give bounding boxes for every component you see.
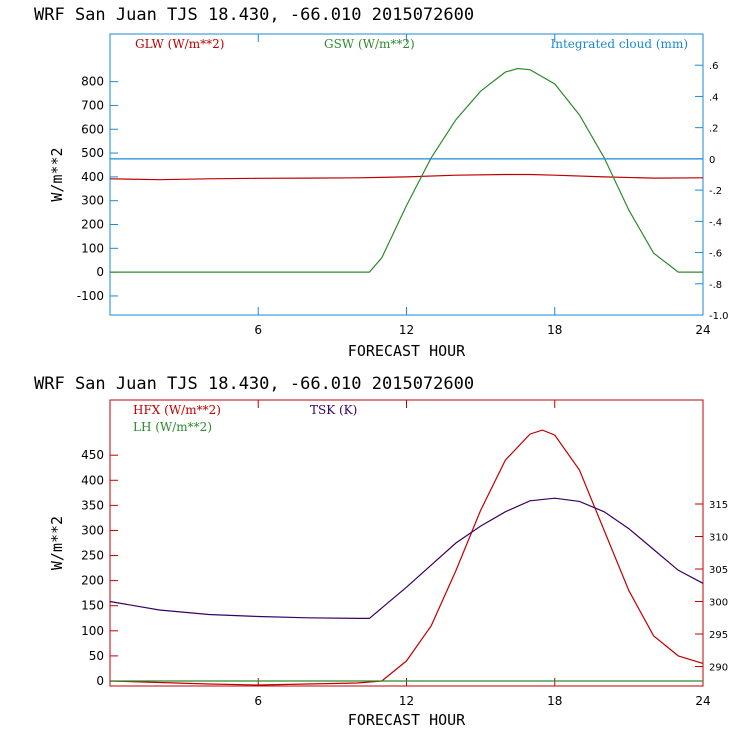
y-tick-label: 600 (81, 122, 104, 136)
y-tick-label: 500 (81, 146, 104, 160)
series-line-tsk-k (109, 497, 704, 620)
y-tick-label: 0 (96, 265, 104, 279)
y2-tick-label: .2 (709, 124, 719, 135)
y-tick-label: 0 (96, 674, 104, 688)
x-tick-label: 12 (399, 323, 414, 337)
y2-tick-label: -.6 (709, 249, 722, 260)
y2-tick-label: 305 (709, 565, 728, 576)
y2-tick-label: 0 (709, 155, 715, 166)
y2-tick-label: -.8 (709, 280, 722, 291)
y-tick-label: 350 (81, 498, 104, 512)
y-tick-label: 200 (81, 218, 104, 232)
x-axis-label: FORECAST HOUR (348, 711, 466, 729)
x-tick-label: 6 (254, 323, 262, 337)
y-tick-label: 450 (81, 448, 104, 462)
y-tick-label: 700 (81, 98, 104, 112)
legend-entry: GLW (W/m**2) (135, 37, 224, 51)
x-tick-label: 18 (547, 694, 562, 708)
y-tick-label: 300 (81, 523, 104, 537)
y-tick-label: 150 (81, 599, 104, 613)
y-tick-label: 100 (81, 624, 104, 638)
x-axis-label: FORECAST HOUR (348, 342, 466, 360)
legend-entry: Integrated cloud (mm) (550, 37, 688, 51)
series-line-gsw-w-m (110, 67, 703, 273)
y2-tick-label: .4 (709, 92, 719, 103)
x-tick-label: 24 (695, 694, 710, 708)
x-tick-label: 24 (695, 323, 710, 337)
y-tick-label: 50 (89, 649, 104, 663)
y2-tick-label: 310 (709, 533, 728, 544)
x-tick-label: 18 (547, 323, 562, 337)
y2-tick-label: 300 (709, 598, 728, 609)
y-tick-label: 300 (81, 194, 104, 208)
y-tick-label: 250 (81, 549, 104, 563)
y-axis-label: W/m**2 (48, 516, 66, 570)
y-tick-label: 800 (81, 75, 104, 89)
x-tick-label: 12 (399, 694, 414, 708)
y-tick-label: 200 (81, 574, 104, 588)
y2-tick-label: -1.0 (709, 311, 729, 322)
plot-frame (109, 33, 704, 316)
y-axis-label: W/m**2 (48, 147, 66, 201)
y2-tick-label: 315 (709, 500, 728, 511)
y2-tick-label: -.4 (709, 217, 722, 228)
x-tick-label: 6 (254, 694, 262, 708)
legend-entry: GSW (W/m**2) (324, 37, 415, 51)
y2-tick-label: 295 (709, 630, 728, 641)
series-line-glw-w-m (109, 173, 704, 181)
y-tick-label: 400 (81, 170, 104, 184)
chart-title: WRF San Juan TJS 18.430, -66.010 2015072… (34, 374, 474, 394)
legend-entry: HFX (W/m**2) (133, 403, 221, 417)
y2-tick-label: .6 (709, 61, 719, 72)
chart-title: WRF San Juan TJS 18.430, -66.010 2015072… (34, 5, 474, 25)
legend-entry: LH (W/m**2) (133, 420, 212, 434)
legend-entry: TSK (K) (310, 403, 357, 417)
y-tick-label: -100 (77, 289, 104, 303)
series-line-hfx-w-m (109, 429, 704, 686)
y-tick-label: 100 (81, 241, 104, 255)
plot-frame (109, 399, 704, 687)
y2-tick-label: 290 (709, 663, 728, 674)
y-tick-label: 400 (81, 473, 104, 487)
y2-tick-label: -.2 (709, 186, 722, 197)
